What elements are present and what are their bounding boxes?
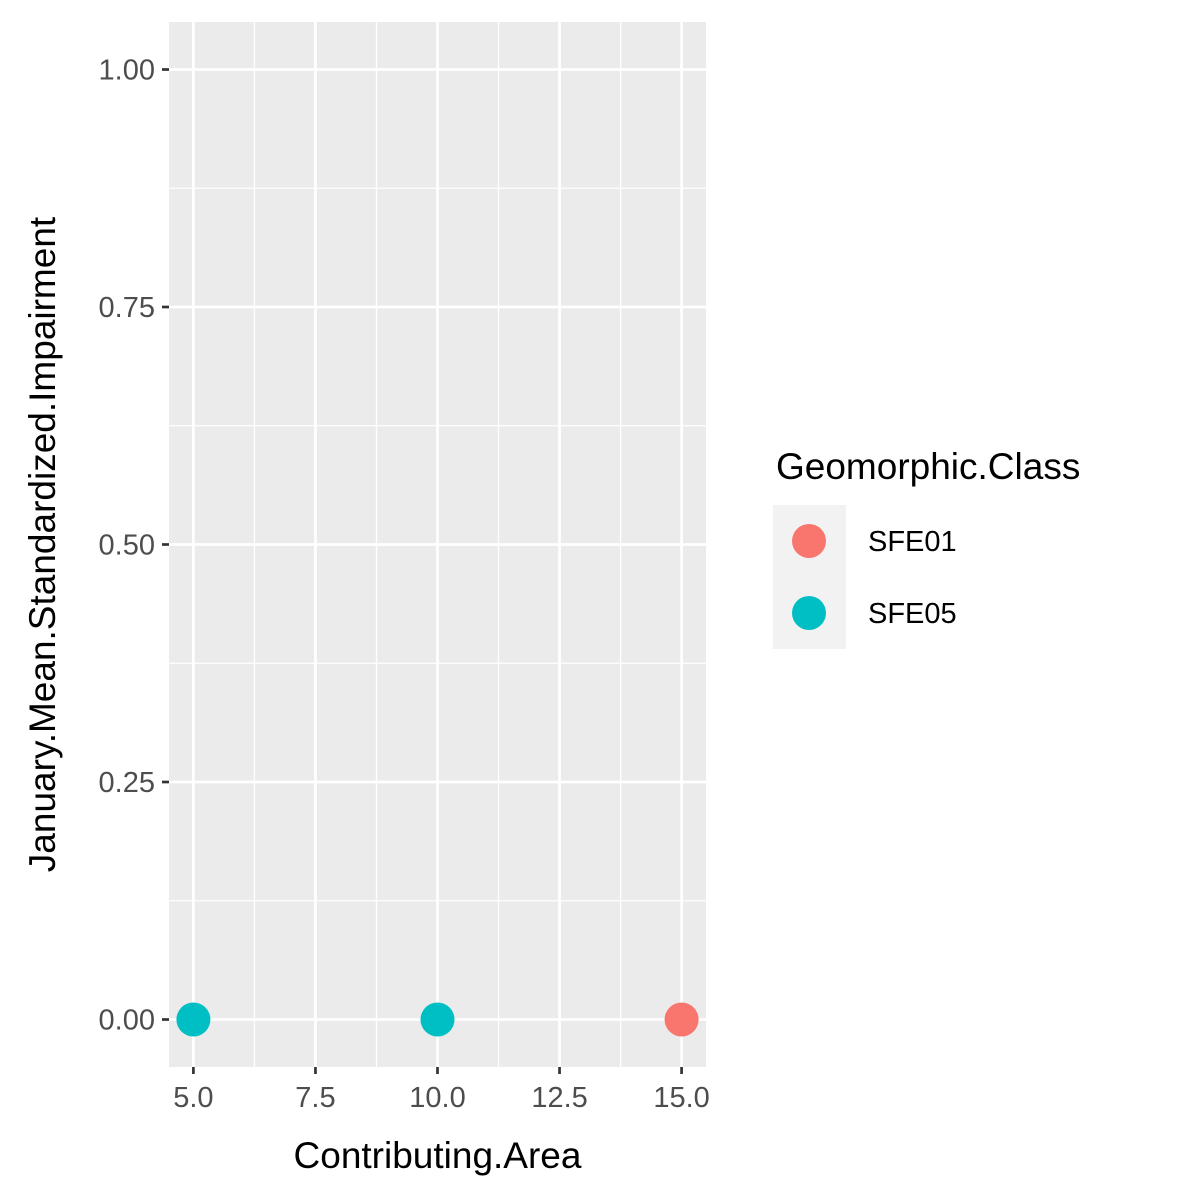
y-tick-label: 0.75 [99,292,155,324]
legend-label-sfe01: SFE01 [868,526,957,558]
x-tick-label: 12.5 [531,1082,587,1114]
data-point-sfe05 [176,1002,211,1037]
x-tick-label: 7.5 [295,1082,335,1114]
data-point-sfe01 [664,1002,699,1037]
y-tick-label: 0.25 [99,767,155,799]
x-axis-title: Contributing.Area [294,1135,582,1176]
legend-items: SFE01 SFE05 [792,524,957,630]
x-axis: 5.0 7.5 10.0 12.5 15.0 [173,1067,710,1114]
legend-key-sfe05 [792,596,826,630]
y-axis-title: January.Mean.Standardized.Impairment [22,216,63,872]
x-tick-label: 10.0 [409,1082,465,1114]
legend-title: Geomorphic.Class [776,446,1080,487]
x-tick-label: 15.0 [653,1082,709,1114]
legend-label-sfe05: SFE05 [868,598,957,630]
y-tick-label: 0.50 [99,530,155,562]
data-point-sfe05 [420,1002,455,1037]
y-tick-label: 1.00 [99,55,155,87]
y-axis: 0.00 0.25 0.50 0.75 1.00 [99,55,169,1037]
legend: Geomorphic.Class SFE01 SFE05 [773,446,1080,649]
y-tick-label: 0.00 [99,1005,155,1037]
legend-key-sfe01 [792,524,826,558]
data-points [176,1002,699,1037]
x-tick-label: 5.0 [173,1082,213,1114]
